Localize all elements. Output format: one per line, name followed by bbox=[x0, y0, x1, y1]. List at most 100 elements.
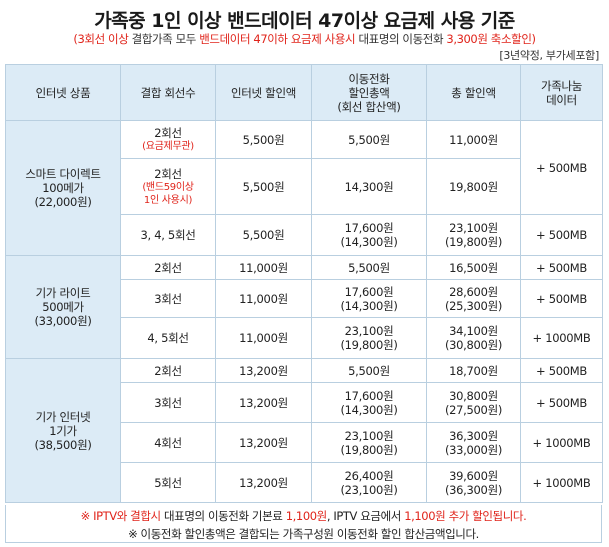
header-row: 인터넷 상품 결합 회선수 인터넷 할인액 이동전화 할인총액 (회선 합산액)… bbox=[5, 64, 603, 121]
data-cell: + 500MB bbox=[520, 120, 603, 215]
product-price: (33,000원) bbox=[34, 314, 92, 328]
footer-red-2: 1,100원 bbox=[285, 509, 328, 523]
subtitle-red-3: 3,300원 축소할인) bbox=[446, 32, 536, 46]
mobile-sub: (23,100원) bbox=[340, 482, 398, 497]
lines-note-2: 1인 사용시) bbox=[143, 194, 193, 206]
mobile-cell: 17,600원 (14,300원) bbox=[311, 214, 427, 256]
table-row: 2회선 (밴드59이상 1인 사용시) 5,500원 14,300원 19,80… bbox=[6, 158, 603, 215]
product-cell: 스마트 다이렉트 100메가 (22,000원) bbox=[5, 120, 121, 256]
product-name: 스마트 다이렉트 bbox=[25, 167, 101, 181]
header-mobile-line2: 할인총액 bbox=[348, 85, 390, 100]
table-row: 기가 라이트 500메가 (33,000원) 2회선 11,000원 5,500… bbox=[5, 255, 603, 359]
lines-cell: 3회선 bbox=[120, 382, 216, 423]
internet-cell: 13,200원 bbox=[215, 382, 312, 423]
mobile-value: 17,600원 bbox=[344, 221, 394, 235]
mobile-cell: 23,100원 (19,800원) bbox=[311, 317, 427, 359]
header-data-line2: 데이터 bbox=[546, 92, 577, 107]
subtitle: (3회선 이상 결합가족 모두 밴드데이터 47이하 요금제 사용시 대표명의 … bbox=[0, 31, 609, 47]
contract-note: [3년약정, 부가세포함] bbox=[499, 49, 599, 62]
mobile-cell: 17,600원 (14,300원) bbox=[311, 382, 427, 423]
total-cell: 19,800원 bbox=[426, 158, 521, 215]
mobile-cell: 5,500원 bbox=[311, 120, 427, 159]
table-row: 기가 인터넷 1기가 (38,500원) 2회선 13,200원 5,500원 … bbox=[5, 358, 603, 503]
total-sub: (33,000원) bbox=[444, 442, 503, 457]
total-sub: (25,300원) bbox=[444, 298, 503, 313]
lines-value: 2회선 bbox=[154, 166, 182, 181]
internet-cell: 11,000원 bbox=[215, 279, 312, 318]
mobile-value: 17,600원 bbox=[344, 284, 394, 299]
mobile-sub: (14,300원) bbox=[340, 298, 398, 313]
internet-cell: 5,500원 bbox=[215, 120, 312, 159]
data-cell: + 1000MB bbox=[520, 422, 603, 463]
header-mobile-discount: 이동전화 할인총액 (회선 합산액) bbox=[311, 64, 427, 121]
mobile-cell: 5,500원 bbox=[311, 358, 427, 383]
data-cell: + 500MB bbox=[520, 382, 603, 423]
total-value: 34,100원 bbox=[449, 324, 498, 338]
lines-cell: 3회선 bbox=[120, 279, 216, 318]
footer-red-3: 1,100원 추가 할인됩니다. bbox=[404, 509, 527, 523]
lines-cell: 2회선 bbox=[120, 255, 216, 280]
product-name: 기가 라이트 bbox=[35, 286, 91, 300]
total-cell: 18,700원 bbox=[426, 358, 521, 383]
product-cell: 기가 라이트 500메가 (33,000원) bbox=[5, 255, 121, 359]
total-value: 39,600원 bbox=[449, 468, 498, 483]
total-sub: (30,800원) bbox=[444, 338, 503, 352]
mobile-value: 23,100원 bbox=[344, 428, 394, 443]
mobile-value: 26,400원 bbox=[344, 468, 394, 483]
lines-cell: 3, 4, 5회선 bbox=[120, 214, 216, 256]
total-sub: (19,800원) bbox=[444, 235, 503, 249]
lines-cell: 2회선 (밴드59이상 1인 사용시) bbox=[120, 158, 216, 215]
header-mobile-line1: 이동전화 bbox=[348, 71, 390, 86]
lines-value: 2회선 bbox=[154, 126, 182, 140]
mobile-cell: 14,300원 bbox=[311, 158, 427, 215]
header-mobile-line3: (회선 합산액) bbox=[337, 99, 401, 114]
subtitle-red-2: 밴드데이터 47이하 요금제 사용시 bbox=[199, 32, 356, 46]
mobile-sub: (19,800원) bbox=[340, 338, 398, 352]
total-value: 30,800원 bbox=[449, 388, 498, 403]
data-cell: + 500MB bbox=[520, 214, 603, 256]
footer-text-2: , IPTV 요금에서 bbox=[326, 509, 405, 523]
internet-cell: 13,200원 bbox=[215, 358, 312, 383]
table-row: 스마트 다이렉트 100메가 (22,000원) 2회선 (요금제무관) 5,5… bbox=[5, 120, 603, 256]
mobile-value: 17,600원 bbox=[344, 388, 394, 403]
product-cell: 기가 인터넷 1기가 (38,500원) bbox=[5, 358, 121, 503]
mobile-cell: 5,500원 bbox=[311, 255, 427, 280]
subtitle-red-1: (3회선 이상 bbox=[73, 32, 129, 46]
mobile-cell: 23,100원 (19,800원) bbox=[311, 422, 427, 463]
internet-cell: 11,000원 bbox=[215, 317, 312, 359]
total-value: 23,100원 bbox=[449, 221, 498, 235]
footer-red-1: ※ IPTV와 결합시 bbox=[80, 509, 161, 523]
header-data-line1: 가족나눔 bbox=[540, 78, 583, 93]
total-sub: (27,500원) bbox=[444, 402, 503, 417]
header-data: 가족나눔 데이터 bbox=[520, 64, 603, 121]
mobile-value: 23,100원 bbox=[344, 324, 394, 338]
internet-cell: 13,200원 bbox=[215, 422, 312, 463]
product-price: (38,500원) bbox=[34, 437, 92, 452]
table-row: 3회선 13,200원 17,600원 (14,300원) 30,800원 (2… bbox=[6, 382, 603, 423]
internet-cell: 13,200원 bbox=[215, 462, 312, 503]
mobile-sub: (14,300원) bbox=[340, 235, 398, 249]
total-cell: 28,600원 (25,300원) bbox=[426, 279, 521, 318]
data-cell: + 500MB bbox=[520, 358, 603, 383]
header-lines: 결합 회선수 bbox=[120, 64, 216, 121]
data-cell: + 500MB bbox=[520, 255, 603, 280]
total-cell: 16,500원 bbox=[426, 255, 521, 280]
total-cell: 36,300원 (33,000원) bbox=[426, 422, 521, 463]
total-cell: 11,000원 bbox=[426, 120, 521, 159]
total-cell: 30,800원 (27,500원) bbox=[426, 382, 521, 423]
header-internet-discount: 인터넷 할인액 bbox=[215, 64, 312, 121]
footer-line-2: ※ 이동전화 할인총액은 결합되는 가족구성원 이동전화 할인 합산금액입니다. bbox=[128, 527, 479, 541]
internet-cell: 11,000원 bbox=[215, 255, 312, 280]
header-product: 인터넷 상품 bbox=[5, 64, 121, 121]
mobile-cell: 26,400원 (23,100원) bbox=[311, 462, 427, 503]
discount-table: 인터넷 상품 결합 회선수 인터넷 할인액 이동전화 할인총액 (회선 합산액)… bbox=[5, 64, 603, 503]
internet-cell: 5,500원 bbox=[215, 214, 312, 256]
table-row: 3, 4, 5회선 5,500원 17,600원 (14,300원) 23,10… bbox=[6, 214, 603, 256]
lines-cell: 4회선 bbox=[120, 422, 216, 463]
subtitle-text-1: 결합가족 모두 bbox=[128, 32, 200, 46]
data-cell: + 1000MB bbox=[520, 317, 603, 359]
lines-cell: 2회선 bbox=[120, 358, 216, 383]
table-row: 3회선 11,000원 17,600원 (14,300원) 28,600원 (2… bbox=[6, 279, 603, 318]
lines-note: (밴드59이상 bbox=[142, 181, 194, 193]
